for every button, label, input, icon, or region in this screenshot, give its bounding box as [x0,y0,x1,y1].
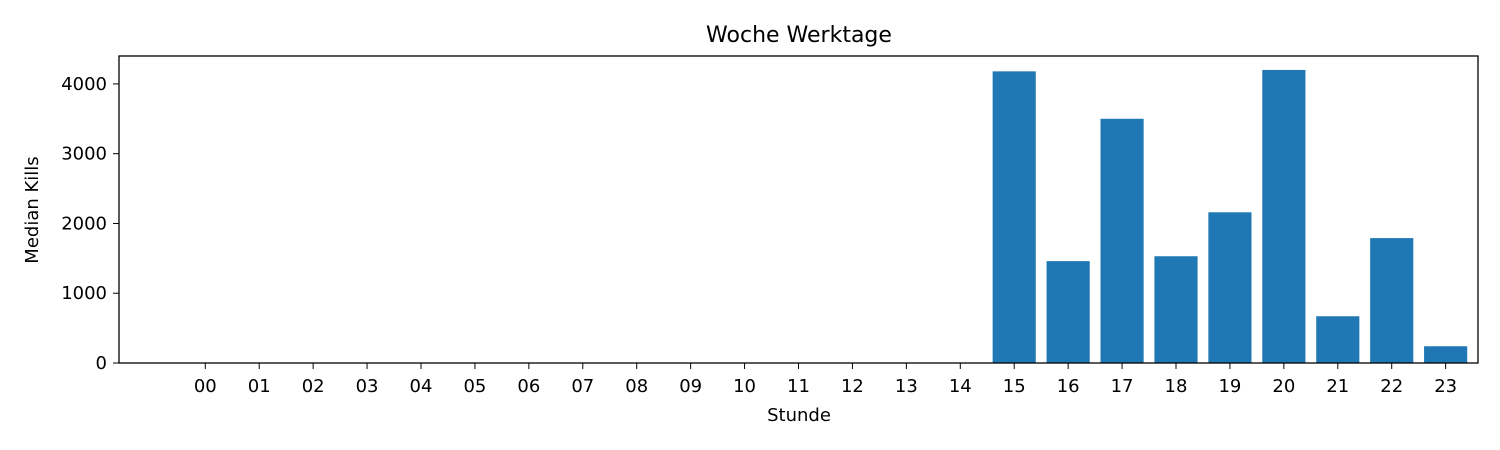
x-axis-label: Stunde [767,405,831,426]
x-tick-label: 15 [1003,376,1026,397]
x-tick-label: 02 [302,376,325,397]
x-tick-label: 08 [625,376,648,397]
x-tick-label: 07 [571,376,594,397]
x-tick-label: 19 [1218,376,1241,397]
x-tick-label: 05 [463,376,486,397]
x-tick-label: 17 [1111,376,1134,397]
y-tick-label: 4000 [61,74,107,95]
x-tick-label: 06 [517,376,540,397]
bar-20 [1262,69,1306,364]
x-tick-label: 18 [1165,376,1188,397]
x-tick-label: 00 [194,376,217,397]
bar-18 [1154,256,1198,363]
x-tick-label: 03 [356,376,379,397]
bar-15 [992,71,1036,363]
x-tick-label: 11 [787,376,810,397]
bar-17 [1100,118,1144,363]
bar-19 [1208,212,1252,363]
plot-frame [118,55,1479,364]
x-tick-label: 04 [410,376,433,397]
x-tick-label: 21 [1326,376,1349,397]
bars-group [992,69,1468,364]
x-tick-label: 20 [1272,376,1295,397]
x-tick-label: 23 [1434,376,1457,397]
bar-16 [1046,261,1090,363]
x-tick-label: 16 [1057,376,1080,397]
x-tick-label: 01 [248,376,271,397]
y-tick-label: 2000 [61,213,107,234]
y-tick-label: 3000 [61,144,107,165]
x-tick-label: 12 [841,376,864,397]
bar-22 [1370,238,1414,363]
y-axis-label: Median Kills [22,156,43,263]
x-tick-label: 22 [1380,376,1403,397]
x-tick-label: 13 [895,376,918,397]
x-tick-label: 14 [949,376,972,397]
y-tick-label: 0 [96,353,107,374]
x-tick-label: 09 [679,376,702,397]
y-axis-ticks: 0 1000 2000 3000 4000 [61,74,119,374]
bar-23 [1424,346,1468,363]
x-axis-ticks: 00 01 02 03 04 05 06 07 08 09 10 11 12 13 14 15 16 17 18 19… [194,363,1457,397]
y-tick-label: 1000 [61,283,107,304]
chart-title: Woche Werktage [706,23,892,48]
bar-21 [1316,316,1360,363]
x-tick-label: 10 [733,376,756,397]
